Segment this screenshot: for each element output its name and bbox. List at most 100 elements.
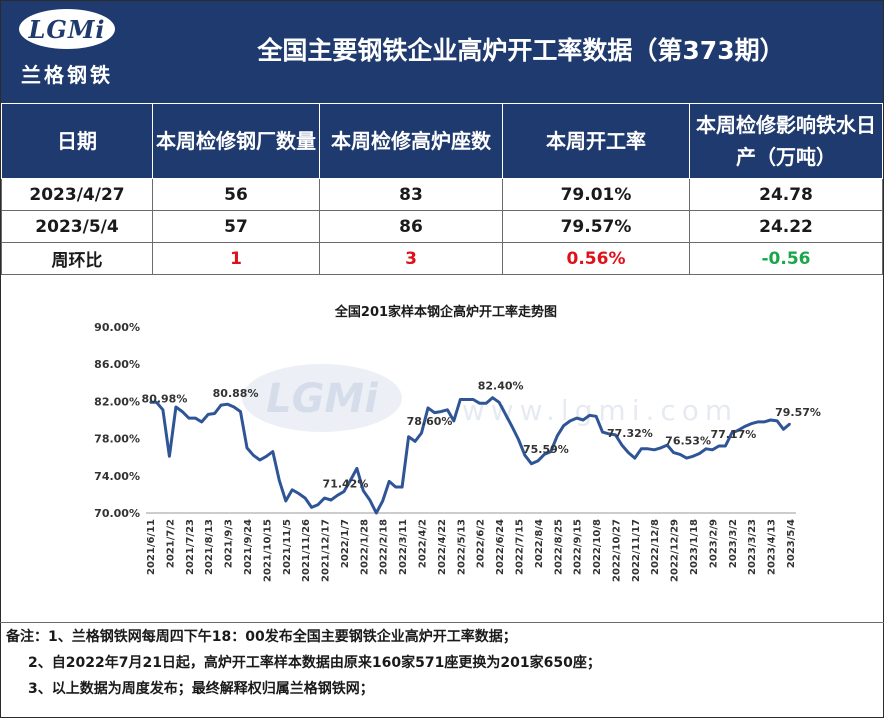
data-label: 76.53% <box>665 435 711 448</box>
data-point <box>459 398 462 401</box>
data-point <box>511 425 513 428</box>
data-label: 77.17% <box>710 428 756 441</box>
notes: 备注：1、兰格钢铁网每周四下午18：00发布全国主要钢铁企业高炉开工率数据； 2… <box>0 622 884 718</box>
data-point <box>304 497 307 499</box>
data-point <box>272 450 274 453</box>
blast-furnace-table: 日期 本周检修钢厂数量 本周检修高炉座数 本周开工率 本周检修影响铁水日产（万吨… <box>1 103 883 275</box>
logo-text: LGMi <box>28 15 106 44</box>
data-point <box>763 421 765 423</box>
data-point <box>530 462 533 465</box>
data-point <box>705 448 707 450</box>
data-point <box>175 406 177 408</box>
data-label: 71.42% <box>323 477 369 490</box>
data-point <box>737 429 740 431</box>
logo-cn-text: 兰格钢铁 <box>21 63 113 87</box>
x-tick-label: 2023/3/2 <box>728 519 739 568</box>
x-tick-label: 2022/1/28 <box>359 519 370 575</box>
lgmi-logo: LGMi 兰格钢铁 <box>7 7 147 97</box>
data-point <box>446 409 449 411</box>
data-point <box>582 419 584 421</box>
data-point <box>433 411 436 414</box>
data-point <box>213 412 216 415</box>
cell-date: 2023/5/4 <box>1 210 153 243</box>
data-point <box>246 447 248 449</box>
series-points <box>149 396 791 514</box>
data-label: 82.40% <box>478 380 524 393</box>
data-point <box>194 417 197 419</box>
data-point <box>517 438 520 441</box>
x-tick-label: 2021/7/23 <box>185 519 196 575</box>
y-tick-label: 70.00% <box>94 507 140 520</box>
data-point <box>466 398 468 401</box>
data-point <box>634 457 636 459</box>
table-row-change: 周环比 1 3 0.56% -0.56 <box>1 242 883 275</box>
data-point <box>381 500 384 502</box>
table-row: 2023/5/4 57 86 79.57% 24.22 <box>1 210 883 243</box>
data-point <box>588 414 591 417</box>
data-point <box>543 453 546 456</box>
data-point <box>537 460 539 462</box>
data-point <box>711 449 714 451</box>
data-point <box>776 420 778 422</box>
data-point <box>252 454 255 457</box>
data-point <box>504 413 507 416</box>
table-header-row: 日期 本周检修钢厂数量 本周检修高炉座数 本周开工率 本周检修影响铁水日产（万吨… <box>1 103 883 179</box>
table-row: 2023/4/27 56 83 79.01% 24.78 <box>1 178 883 211</box>
data-point <box>550 450 552 453</box>
data-point <box>285 500 287 502</box>
y-tick-label: 86.00% <box>94 358 140 371</box>
data-point <box>562 424 565 427</box>
data-point <box>155 401 158 404</box>
data-point <box>485 402 488 405</box>
x-tick-label: 2022/8/25 <box>553 519 564 575</box>
y-tick-label: 90.00% <box>94 321 140 334</box>
y-tick-label: 78.00% <box>94 433 140 446</box>
data-point <box>659 447 662 449</box>
data-point <box>685 457 688 459</box>
report-header: LGMi 兰格钢铁 全国主要钢铁企业高炉开工率数据（第373期） <box>1 1 883 103</box>
x-tick-label: 2022/4/2 <box>418 519 429 568</box>
x-tick-label: 2021/9/3 <box>224 519 235 568</box>
data-point <box>200 421 203 423</box>
data-point <box>498 401 500 404</box>
y-tick-label: 82.00% <box>94 395 140 408</box>
data-point <box>414 440 416 443</box>
data-point <box>330 499 332 501</box>
line-chart: LGMi www.lgmi.com 全国201家样本钢企高炉开工率走势图 90.… <box>94 304 821 582</box>
data-point <box>362 489 365 492</box>
header-impact: 本周检修影响铁水日产（万吨） <box>689 103 883 179</box>
series-line <box>150 396 791 515</box>
x-tick-label: 2021/8/13 <box>204 519 215 575</box>
data-label: 77.32% <box>607 427 653 440</box>
x-tick-label: 2022/9/15 <box>573 519 584 575</box>
data-point <box>297 492 300 495</box>
x-tick-label: 2021/11/5 <box>282 519 293 575</box>
data-point <box>317 503 319 506</box>
data-point <box>336 494 339 497</box>
data-label: 80.98% <box>142 393 188 406</box>
data-point <box>149 401 151 404</box>
data-point <box>162 409 164 411</box>
data-label: 80.88% <box>213 387 259 400</box>
note-line-3: 3、以上数据为周度发布；最终解释权归属兰格钢铁网； <box>28 681 374 697</box>
cell-change-impact: -0.56 <box>689 242 883 275</box>
data-point <box>239 410 242 413</box>
data-point <box>679 453 681 456</box>
data-point <box>369 499 371 501</box>
data-point <box>375 512 378 514</box>
data-point <box>420 432 423 434</box>
data-point <box>647 448 649 450</box>
x-tick-label: 2022/11/17 <box>631 519 642 582</box>
x-tick-label: 2022/6/2 <box>476 519 487 568</box>
data-point <box>575 417 578 419</box>
data-point <box>789 422 791 425</box>
data-point <box>401 486 403 488</box>
data-point <box>394 486 397 488</box>
data-point <box>207 413 209 416</box>
cell-rate: 79.01% <box>502 178 690 211</box>
data-point <box>188 417 190 419</box>
data-point <box>556 435 559 437</box>
data-point <box>769 419 772 421</box>
cell-furnaces: 83 <box>319 178 503 211</box>
data-point <box>524 454 526 457</box>
